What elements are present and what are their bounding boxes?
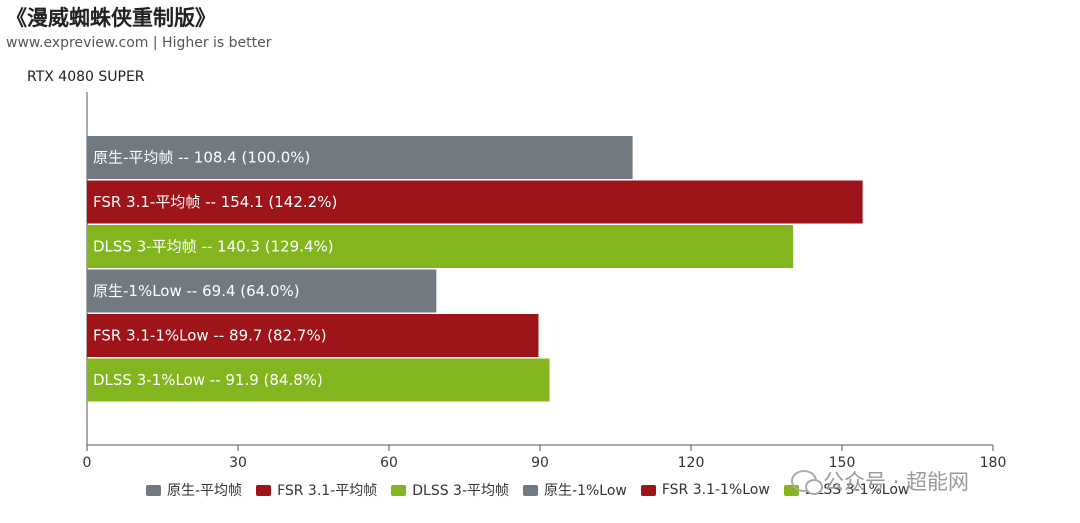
watermark: 公众号 · 超能网 bbox=[791, 466, 969, 496]
chart-subtitle: www.expreview.com | Higher is better bbox=[6, 35, 272, 51]
legend-swatch bbox=[783, 484, 799, 496]
chart-legend: 原生-平均帧 FSR 3.1-平均帧 DLSS 3-平均帧 原生-1%Low FSR 3… bbox=[146, 480, 909, 500]
bar bbox=[87, 314, 539, 357]
bar bbox=[87, 225, 794, 268]
bar-label: DLSS 3-1%Low -- 91.9 (84.8%) bbox=[93, 371, 323, 389]
legend-label: DLSS 3-1%Low bbox=[804, 482, 910, 498]
legend-label: 原生-平均帧 bbox=[167, 483, 243, 499]
bar-label: FSR 3.1-平均帧 -- 154.1 (142.2%) bbox=[93, 193, 337, 211]
bar-label: 原生-平均帧 -- 108.4 (100.0%) bbox=[93, 149, 310, 167]
x-tick-label: 60 bbox=[380, 455, 398, 471]
legend-item: DLSS 3-1%Low bbox=[783, 482, 910, 498]
legend-item: 原生-1%Low bbox=[523, 480, 627, 500]
bar-label: DLSS 3-平均帧 -- 140.3 (129.4%) bbox=[93, 238, 334, 256]
bar-label: 原生-1%Low -- 69.4 (64.0%) bbox=[93, 282, 300, 300]
legend-label: FSR 3.1-1%Low bbox=[661, 482, 770, 498]
x-tick-label: 120 bbox=[678, 455, 705, 471]
x-tick-label: 180 bbox=[980, 455, 1007, 471]
x-tick-label: 90 bbox=[531, 455, 549, 471]
legend-swatch bbox=[523, 484, 539, 496]
legend-item: DLSS 3-平均帧 bbox=[391, 480, 509, 500]
legend-swatch bbox=[146, 484, 161, 496]
legend-swatch bbox=[391, 484, 407, 496]
x-tick-label: 150 bbox=[829, 455, 856, 471]
legend-item: 原生-平均帧 bbox=[146, 480, 242, 500]
bar bbox=[87, 358, 550, 402]
bar-label: FSR 3.1-1%Low -- 89.7 (82.7%) bbox=[93, 327, 327, 345]
bar bbox=[87, 180, 863, 224]
chart-title: 《漫威蜘蛛侠重制版》 bbox=[6, 6, 216, 30]
watermark-text: 公众号 · 超能网 bbox=[823, 470, 970, 494]
legend-label: DLSS 3-平均帧 bbox=[412, 483, 510, 499]
legend-item: FSR 3.1-1%Low bbox=[640, 482, 770, 498]
legend-label: 原生-1%Low bbox=[544, 483, 627, 499]
bar bbox=[87, 269, 437, 313]
wechat-icon bbox=[791, 470, 823, 495]
legend-swatch bbox=[256, 484, 272, 496]
x-tick-label: 30 bbox=[229, 455, 247, 471]
legend-label: FSR 3.1-平均帧 bbox=[277, 483, 378, 499]
legend-item: FSR 3.1-平均帧 bbox=[256, 480, 377, 500]
bar bbox=[87, 136, 633, 179]
legend-swatch bbox=[640, 484, 656, 496]
x-tick-label: 0 bbox=[83, 455, 92, 471]
gpu-group-label: RTX 4080 SUPER bbox=[27, 69, 145, 85]
